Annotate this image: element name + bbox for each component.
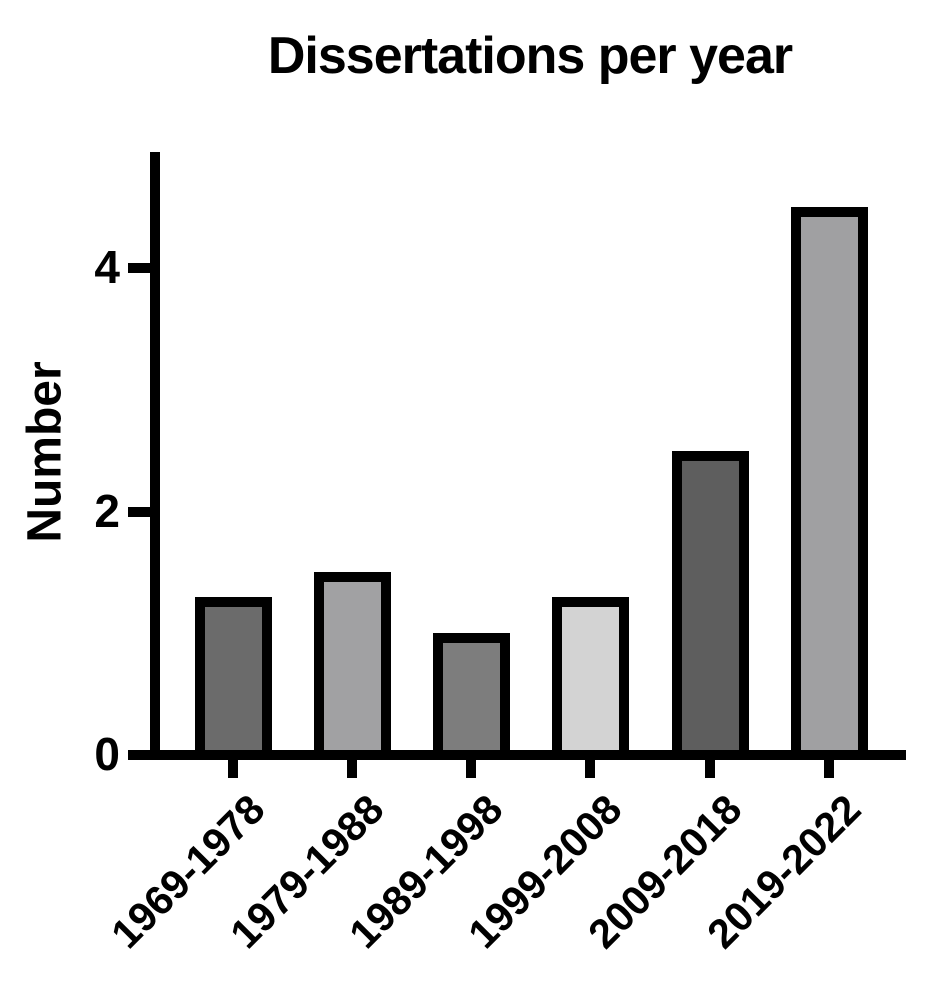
y-tick-label: 2 — [94, 484, 120, 537]
x-axis-tick — [466, 760, 476, 778]
bar-2019-2022 — [791, 207, 868, 760]
y-axis-tick — [128, 506, 150, 517]
bar-1989-1998 — [433, 633, 510, 760]
x-axis-tick — [705, 760, 715, 778]
chart-title: Dissertations per year — [267, 27, 793, 85]
x-axis-tick — [824, 760, 834, 778]
x-axis-line — [150, 750, 906, 760]
y-axis-tick — [128, 750, 150, 760]
bar-2009-2018 — [672, 451, 749, 760]
bar-1999-2008 — [552, 597, 629, 760]
x-axis-tick — [347, 760, 357, 778]
x-axis-tick — [585, 760, 595, 778]
y-tick-label: 4 — [94, 241, 120, 294]
bar-1969-1978 — [195, 597, 272, 760]
y-axis-line — [150, 152, 160, 760]
bar-1979-1988 — [314, 572, 391, 760]
y-tick-label: 0 — [94, 728, 120, 781]
y-axis-tick — [128, 263, 150, 273]
x-axis-tick — [228, 760, 238, 778]
